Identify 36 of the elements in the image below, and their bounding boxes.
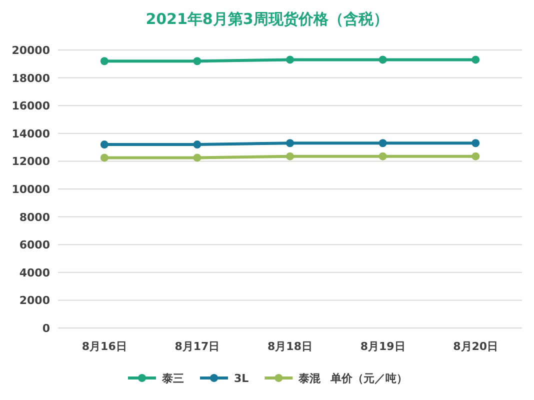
point [100,154,108,162]
y-tick-label: 20000 [12,44,50,57]
x-tick-label: 8月17日 [174,340,220,353]
x-tick-label: 8月19日 [360,340,406,353]
point [472,152,480,160]
legend-label: 3L [234,372,249,385]
x-tick-label: 8月20日 [453,340,498,353]
point [378,139,387,148]
y-tick-label: 10000 [12,183,50,196]
y-tick-label: 0 [42,322,50,335]
point [193,140,202,149]
point [286,152,294,160]
point [100,57,108,66]
y-tick-label: 4000 [19,266,50,280]
legend-label: 泰混 [298,372,322,385]
point [286,56,294,64]
point [472,139,480,148]
point [193,57,202,66]
point [193,154,202,162]
y-tick-label: 6000 [19,238,50,252]
point [378,152,387,160]
y-tick-label: 8000 [19,210,50,224]
y-tick-label: 2000 [19,294,50,308]
y-tick-label: 18000 [12,72,50,85]
x-tick-label: 8月16日 [82,340,127,353]
y-tick-label: 14000 [12,127,50,140]
point [378,56,387,64]
point [286,139,294,148]
chart-title: 2021年8月第3周现货价格（含税） [146,10,388,28]
text: 单价（元／吨） [330,372,408,385]
y-tick-label: 12000 [12,155,50,168]
point [100,140,108,149]
legend-label: 泰三 [161,372,184,385]
y-tick-label: 16000 [12,100,50,113]
x-tick-label: 8月18日 [268,340,312,353]
point [472,56,480,64]
